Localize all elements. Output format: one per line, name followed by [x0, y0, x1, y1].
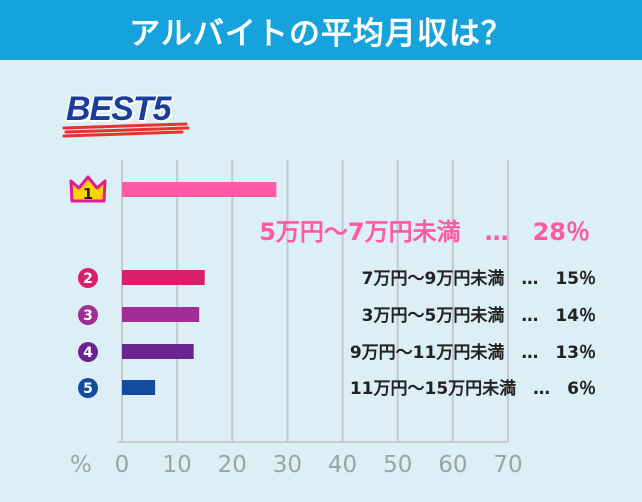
rank-badge-icon — [78, 268, 98, 288]
bar-rank-5 — [122, 380, 156, 395]
bar-label: 3万円～5万円未満 … 14％ — [362, 305, 596, 326]
x-tick-label: 30 — [273, 452, 302, 478]
best5-badge: BEST5 — [66, 90, 172, 128]
bar-rank-2 — [122, 270, 205, 285]
rank-number: 3 — [83, 308, 93, 324]
x-tick-label: 50 — [383, 452, 412, 478]
rank-badge-icon — [78, 378, 98, 398]
crown-icon — [69, 175, 107, 203]
x-tick-label: 20 — [218, 452, 247, 478]
x-tick-label: 10 — [163, 452, 192, 478]
rank-badge-icon — [78, 342, 98, 362]
rank-number: 1 — [83, 185, 93, 203]
badge-underline — [62, 122, 190, 138]
x-tick-label: 70 — [493, 452, 522, 478]
rank-number: 2 — [83, 271, 93, 287]
bar-label: 11万円～15万円未満 … 6％ — [350, 378, 596, 399]
rank-number: 4 — [83, 345, 93, 361]
rank-number: 5 — [83, 381, 93, 397]
bar-label: 5万円～7万円未満 … 28％ — [259, 218, 590, 246]
x-tick-label: 40 — [328, 452, 357, 478]
bar-label: 7万円～9万円未満 … 15％ — [362, 268, 596, 289]
bar-label: 9万円～11万円未満 … 13％ — [350, 342, 596, 363]
x-axis-unit: % — [70, 452, 92, 478]
x-tick-label: 60 — [438, 452, 467, 478]
bar-rank-1 — [122, 182, 277, 197]
bar-rank-4 — [122, 344, 194, 359]
page-title: アルバイトの平均月収は？ — [0, 0, 642, 60]
rank-badge-icon — [78, 305, 98, 325]
bar-rank-3 — [122, 307, 200, 322]
x-tick-label: 0 — [115, 452, 130, 478]
